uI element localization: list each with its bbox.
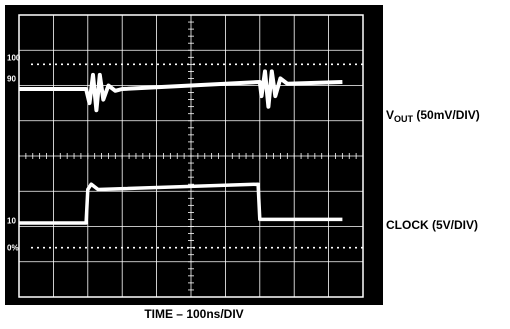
marker-0-label: 0%	[7, 244, 19, 253]
graticule	[18, 14, 364, 298]
graticule-markers: 100 90 10 0%	[7, 53, 363, 253]
marker-100-label: 100	[7, 53, 21, 62]
vout-label-subscript: OUT	[394, 114, 414, 124]
marker-90-label: 90	[7, 75, 16, 84]
vout-trace	[19, 69, 343, 113]
vout-label-main: V	[386, 108, 395, 122]
traces	[19, 69, 343, 225]
marker-10-label: 10	[7, 217, 16, 226]
vout-label-scale: (50mV/DIV)	[413, 108, 480, 122]
x-axis-label: TIME – 100ns/DIV	[144, 307, 244, 321]
clock-series-label: CLOCK (5V/DIV)	[386, 218, 479, 232]
clock-trace	[19, 182, 343, 225]
vout-series-label: VOUT (50mV/DIV)	[386, 108, 480, 124]
